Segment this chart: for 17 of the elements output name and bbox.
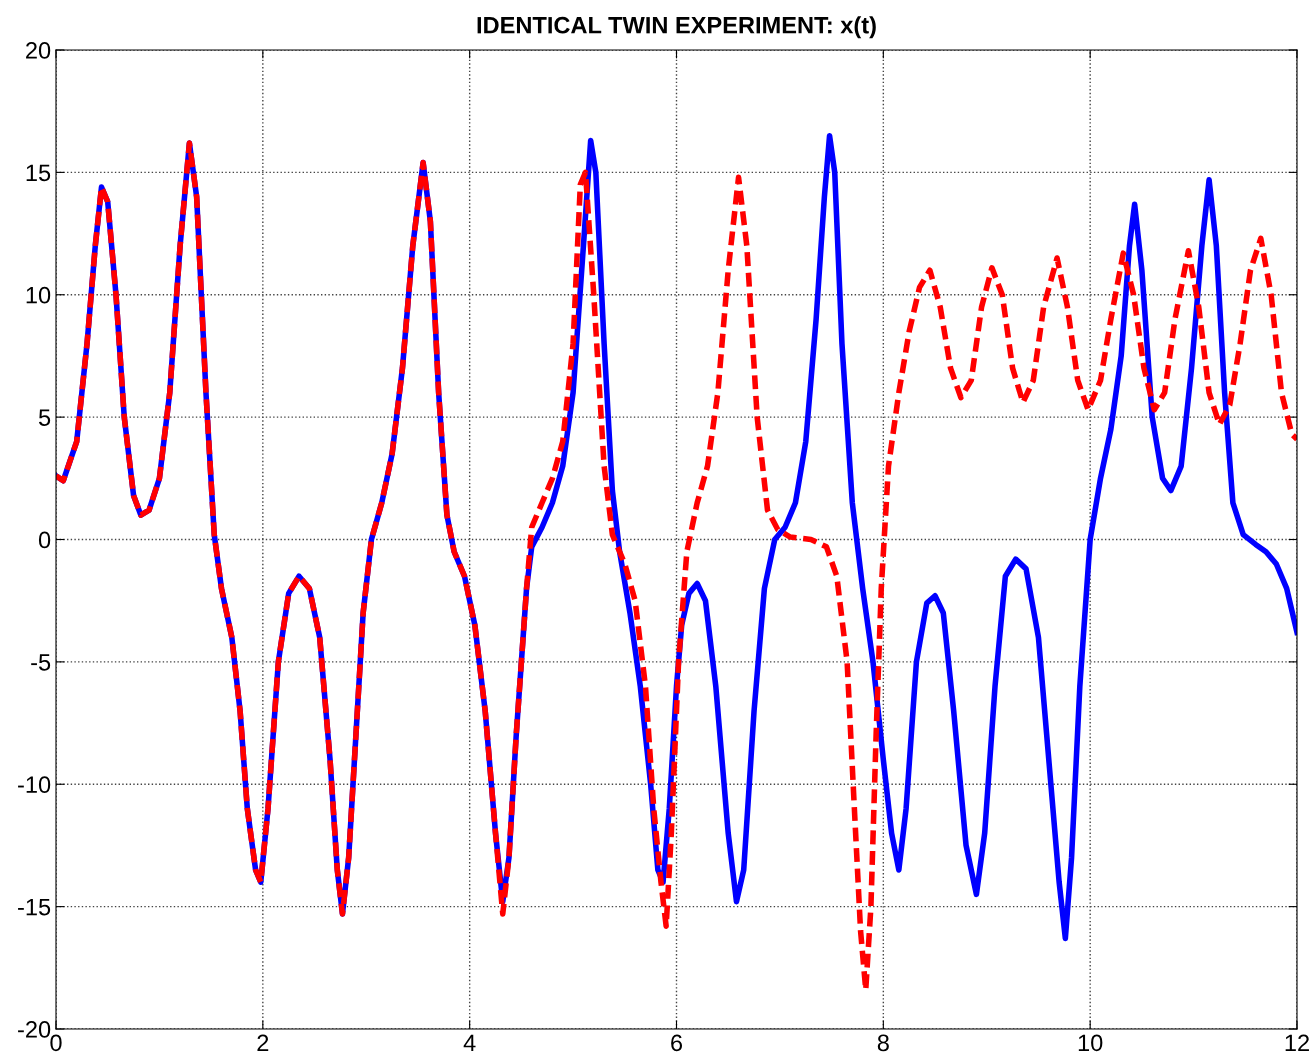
y-tick-label: 0 <box>38 531 51 549</box>
y-tick-label: 20 <box>26 42 51 59</box>
y-tick-label: -15 <box>18 898 51 916</box>
x-tick-label: 8 <box>877 1034 889 1052</box>
x-tick-label: 0 <box>50 1034 62 1052</box>
y-tick-label: -10 <box>18 776 51 794</box>
x-tick-label: 12 <box>1285 1034 1309 1051</box>
y-tick-label: 15 <box>26 164 51 182</box>
y-tick-label: 5 <box>38 409 51 426</box>
y-tick-label: -5 <box>31 654 51 671</box>
x-tick-label: 4 <box>463 1034 476 1051</box>
y-tick-label: -20 <box>18 1021 51 1038</box>
y-tick-label: 10 <box>26 286 51 304</box>
x-tick-label: 10 <box>1078 1034 1103 1052</box>
x-tick-label: 2 <box>257 1034 269 1051</box>
x-tick-label: 6 <box>671 1034 683 1052</box>
chart-title: IDENTICAL TWIN EXPERIMENT: x(t) <box>477 16 876 39</box>
